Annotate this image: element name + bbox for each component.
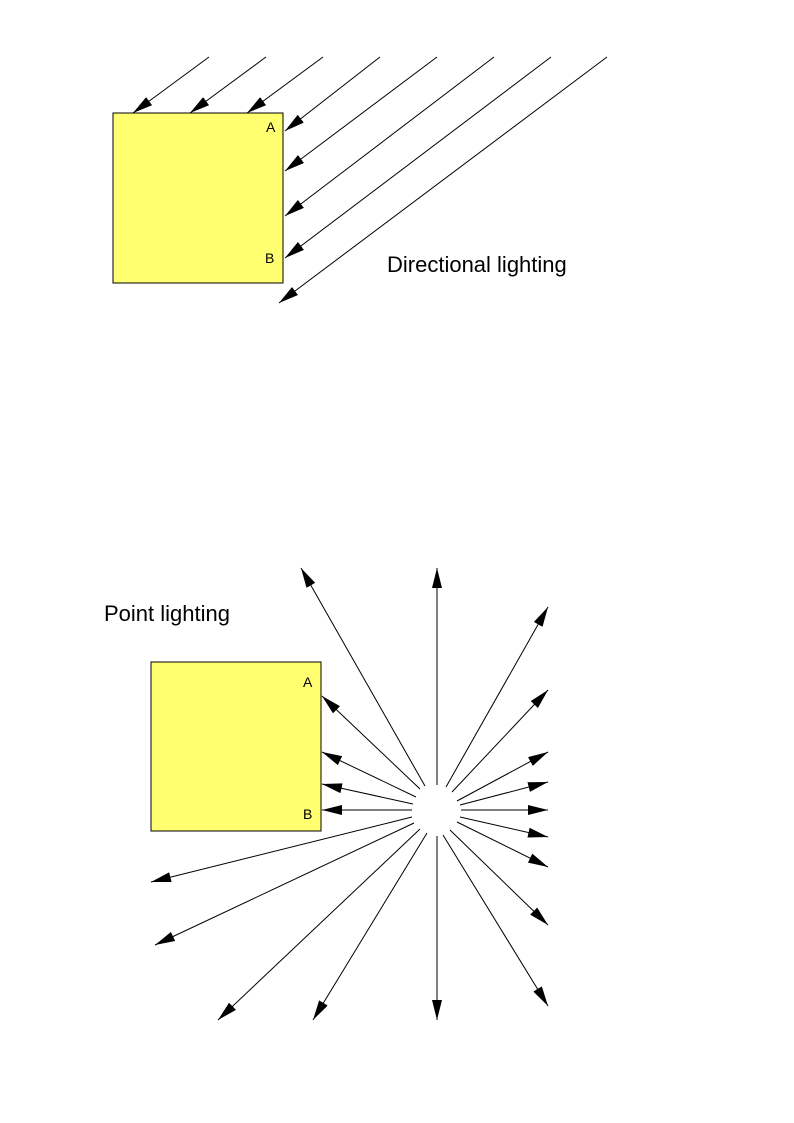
directional-rays xyxy=(132,56,608,304)
directional-ray-arrow xyxy=(284,56,552,259)
point-ray-arrow xyxy=(217,828,421,1021)
directional-ray-arrow xyxy=(132,56,210,114)
point-ray-arrow xyxy=(150,816,413,883)
point-ray-arrow xyxy=(321,751,417,798)
point-ray-arrow xyxy=(312,832,428,1021)
point-corner-b: B xyxy=(303,806,312,822)
point-ray-arrow xyxy=(300,567,426,787)
directional-corner-a: A xyxy=(266,119,276,135)
point-ray-arrow xyxy=(456,821,549,868)
point-ray-arrow xyxy=(449,829,549,926)
point-corner-a: A xyxy=(303,674,313,690)
directional-ray-arrow xyxy=(284,56,438,172)
point-lighting-section: Point lighting A B xyxy=(104,567,549,1021)
point-ray-arrow xyxy=(321,695,421,790)
directional-ray-arrow xyxy=(189,56,267,114)
directional-ray-arrow xyxy=(246,56,324,114)
point-ray-arrow xyxy=(154,822,415,946)
directional-lighting-section: A B Directional lighting xyxy=(112,56,608,304)
directional-ray-arrow xyxy=(278,56,608,304)
directional-corner-b: B xyxy=(265,250,274,266)
point-ray-arrow xyxy=(456,751,549,802)
point-ray-arrow xyxy=(459,816,549,838)
point-target-box xyxy=(150,661,322,832)
point-ray-arrow xyxy=(451,689,549,793)
directional-target-box xyxy=(112,112,284,284)
point-lighting-label: Point lighting xyxy=(104,601,230,626)
directional-ray-arrow xyxy=(284,56,495,217)
point-ray-arrow xyxy=(445,606,549,788)
point-ray-arrow xyxy=(442,834,549,1007)
directional-lighting-label: Directional lighting xyxy=(387,252,567,277)
point-rays xyxy=(150,567,549,1021)
directional-ray-arrow xyxy=(284,56,381,132)
point-ray-arrow xyxy=(321,783,414,805)
point-ray-arrow xyxy=(459,781,549,806)
